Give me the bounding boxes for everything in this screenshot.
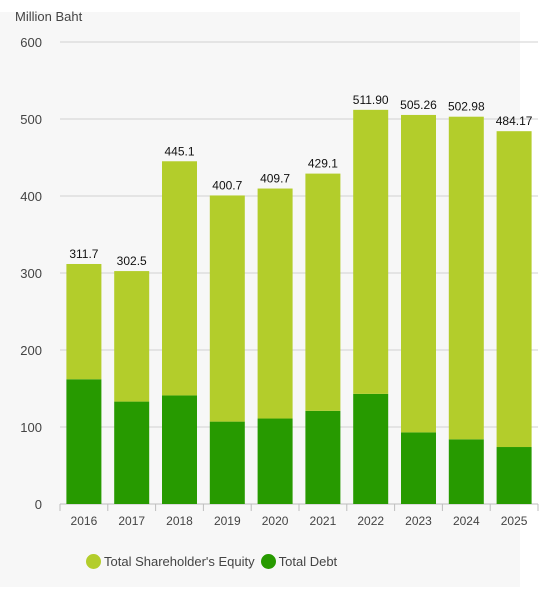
bar-total-label: 505.26 [400, 98, 437, 112]
bar-segment-equity [496, 131, 532, 448]
bar-segment-debt [305, 410, 341, 504]
x-tick-label: 2023 [405, 514, 432, 528]
bar-segment-debt [209, 421, 245, 504]
bar-segment-equity [209, 195, 245, 422]
bar-segment-equity [114, 271, 150, 402]
bar-total-label: 502.98 [448, 100, 485, 114]
x-tick-label: 2020 [262, 514, 289, 528]
bar-segment-debt [353, 393, 389, 504]
bar-segment-debt [66, 379, 102, 504]
x-tick-label: 2021 [310, 514, 337, 528]
x-tick-label: 2017 [118, 514, 145, 528]
bar-total-label: 511.90 [353, 93, 389, 107]
bar-segment-equity [353, 109, 389, 394]
legend-item-equity: Total Shareholder's Equity [86, 554, 255, 569]
y-tick-label: 0 [35, 497, 42, 512]
y-tick-label: 400 [20, 189, 42, 204]
bar-total-label: 445.1 [164, 144, 194, 158]
legend-swatch-equity [86, 554, 101, 569]
bar-segment-equity [162, 161, 197, 396]
x-tick-label: 2016 [71, 514, 98, 528]
y-tick-label: 100 [20, 420, 42, 435]
bar-segment-equity [448, 116, 484, 440]
y-tick-label: 600 [20, 35, 42, 50]
bar-segment-equity [401, 114, 436, 433]
bar-total-label: 429.1 [308, 157, 338, 171]
bar-segment-debt [162, 395, 197, 504]
bar-segment-debt [114, 401, 150, 504]
x-tick-label: 2025 [501, 514, 528, 528]
bar-segment-debt [257, 418, 293, 504]
bar-total-label: 409.7 [260, 172, 290, 186]
bar-total-label: 400.7 [212, 178, 242, 192]
y-tick-label: 200 [20, 343, 42, 358]
y-tick-label: 500 [20, 112, 42, 127]
bar-segment-debt [448, 439, 484, 504]
legend-label-equity: Total Shareholder's Equity [104, 554, 255, 569]
y-axis-unit-label: Million Baht [15, 9, 83, 24]
bar-segment-equity [257, 188, 293, 419]
legend-label-debt: Total Debt [278, 554, 338, 569]
bar-segment-debt [401, 432, 436, 504]
x-tick-label: 2024 [453, 514, 480, 528]
bar-segment-equity [305, 173, 341, 411]
bar-total-label: 484.17 [496, 114, 533, 128]
x-tick-label: 2022 [357, 514, 384, 528]
x-tick-label: 2019 [214, 514, 241, 528]
bar-segment-equity [66, 263, 102, 380]
x-tick-label: 2018 [166, 514, 193, 528]
bar-segment-debt [496, 447, 532, 504]
bar-total-label: 311.7 [69, 247, 98, 261]
legend-swatch-debt [260, 554, 276, 569]
y-tick-label: 300 [20, 266, 42, 281]
chart-legend: Total Shareholder's Equity Total Debt [86, 554, 343, 569]
bar-total-label: 302.5 [117, 254, 147, 268]
legend-item-debt: Total Debt [260, 554, 338, 569]
